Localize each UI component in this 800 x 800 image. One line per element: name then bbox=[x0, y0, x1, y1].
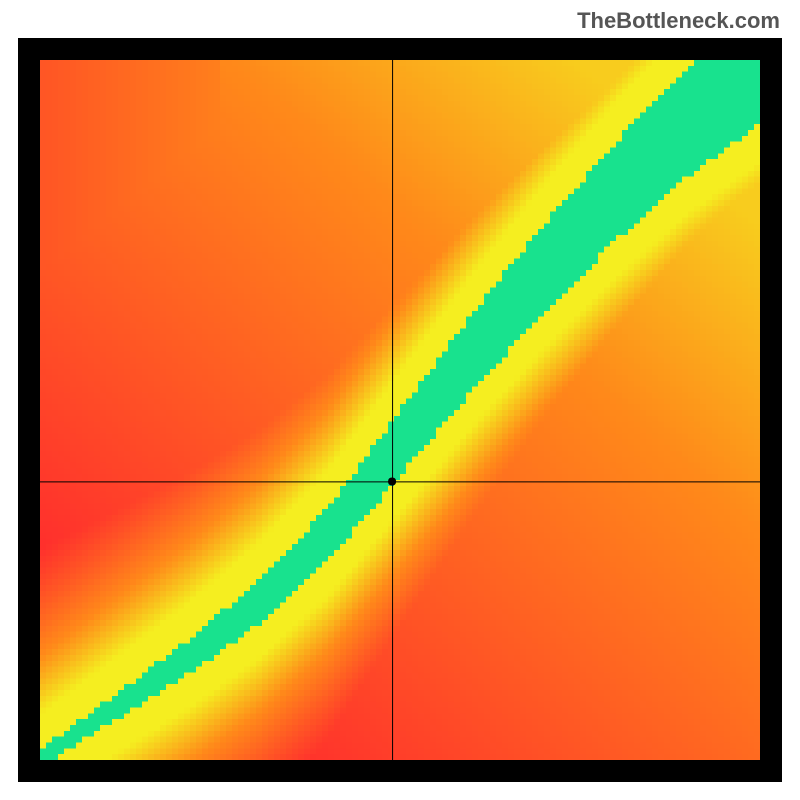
watermark-text: TheBottleneck.com bbox=[577, 8, 780, 34]
root: TheBottleneck.com bbox=[0, 0, 800, 800]
crosshair-overlay bbox=[40, 60, 760, 760]
